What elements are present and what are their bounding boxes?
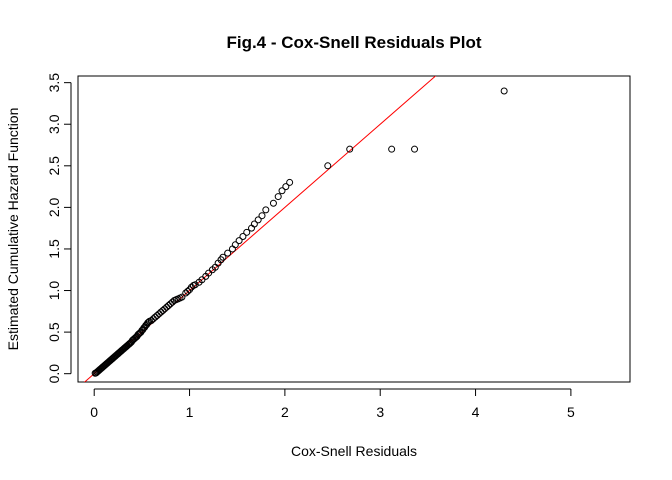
chart-title: Fig.4 - Cox-Snell Residuals Plot (226, 33, 481, 52)
data-point (243, 228, 251, 236)
data-points (91, 87, 508, 377)
x-tick-label: 4 (472, 404, 480, 420)
y-axis-label: Estimated Cumulative Hazard Function (5, 108, 21, 351)
data-point (231, 241, 239, 249)
x-axis: 0 1 2 3 4 5 (90, 388, 575, 420)
data-point (219, 253, 227, 261)
data-point (262, 206, 270, 214)
reference-line-group (83, 76, 437, 382)
data-point (248, 224, 256, 232)
reference-line (83, 76, 437, 382)
y-tick-label: 1.0 (46, 281, 62, 301)
data-point (184, 287, 192, 295)
data-point (274, 193, 282, 201)
data-point (282, 183, 290, 191)
x-tick-label: 2 (281, 404, 289, 420)
data-point (411, 145, 419, 153)
x-tick-label: 1 (186, 404, 194, 420)
x-tick-label: 3 (376, 404, 384, 420)
x-axis-label: Cox-Snell Residuals (291, 443, 417, 459)
y-tick-label: 0.5 (46, 322, 62, 342)
data-point (269, 199, 277, 207)
data-point (346, 145, 354, 153)
y-tick-label: 3.0 (46, 114, 62, 134)
data-point (324, 162, 332, 170)
y-tick-label: 2.0 (46, 197, 62, 217)
data-point (500, 87, 508, 95)
data-point (254, 216, 262, 224)
x-tick-label: 0 (90, 404, 98, 420)
data-point (278, 187, 286, 195)
y-tick-label: 2.5 (46, 156, 62, 176)
plot-area-border (77, 75, 631, 383)
data-point (258, 212, 266, 220)
data-point (286, 178, 294, 186)
y-tick-label: 1.5 (46, 239, 62, 259)
y-tick-label: 0.0 (46, 364, 62, 384)
y-axis: 0.0 0.5 1.0 1.5 2.0 2.5 3.0 3.5 (46, 73, 72, 384)
y-tick-label: 3.5 (46, 73, 62, 93)
data-point (235, 237, 243, 245)
data-point (224, 249, 232, 257)
data-point (239, 232, 247, 240)
data-point (388, 145, 396, 153)
x-tick-label: 5 (567, 404, 575, 420)
data-point (178, 293, 186, 301)
data-point (250, 220, 258, 228)
data-point (228, 245, 236, 253)
